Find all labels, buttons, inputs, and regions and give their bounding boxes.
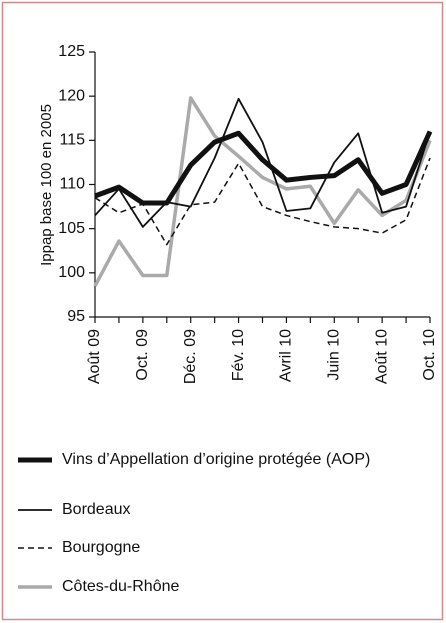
y-axis-label: Ippap base 100 en 2005 [38, 104, 55, 266]
legend-label: Côtes-du-Rhône [62, 578, 180, 595]
x-tick-label: Oct. 09 [134, 329, 151, 381]
y-tick-label: 110 [59, 176, 85, 193]
series-line [93, 96, 432, 287]
y-tick-label: 95 [67, 308, 85, 325]
x-tick-label: Juin 10 [326, 329, 343, 381]
y-tick-label: 120 [58, 87, 85, 104]
x-tick-label: Fév. 10 [230, 329, 247, 381]
series-line [94, 130, 433, 206]
x-tick-label: Août 10 [373, 329, 390, 384]
legend-label: Vins d’Appellation d’origine protégée (A… [62, 451, 371, 468]
y-tick-label: 115 [59, 132, 85, 149]
series-line [94, 157, 431, 246]
y-tick-label: 100 [58, 264, 85, 281]
y-tick-label: 125 [58, 43, 85, 60]
x-tick-label: Déc. 09 [182, 329, 199, 384]
x-tick-label: Oct. 10 [421, 329, 438, 381]
x-tick-label: Avril 10 [278, 329, 295, 382]
x-tick-label: Août 09 [86, 329, 103, 384]
legend-label: Bourgogne [62, 539, 141, 556]
legend-label: Bordeaux [62, 501, 131, 518]
y-tick-label: 105 [58, 220, 85, 237]
